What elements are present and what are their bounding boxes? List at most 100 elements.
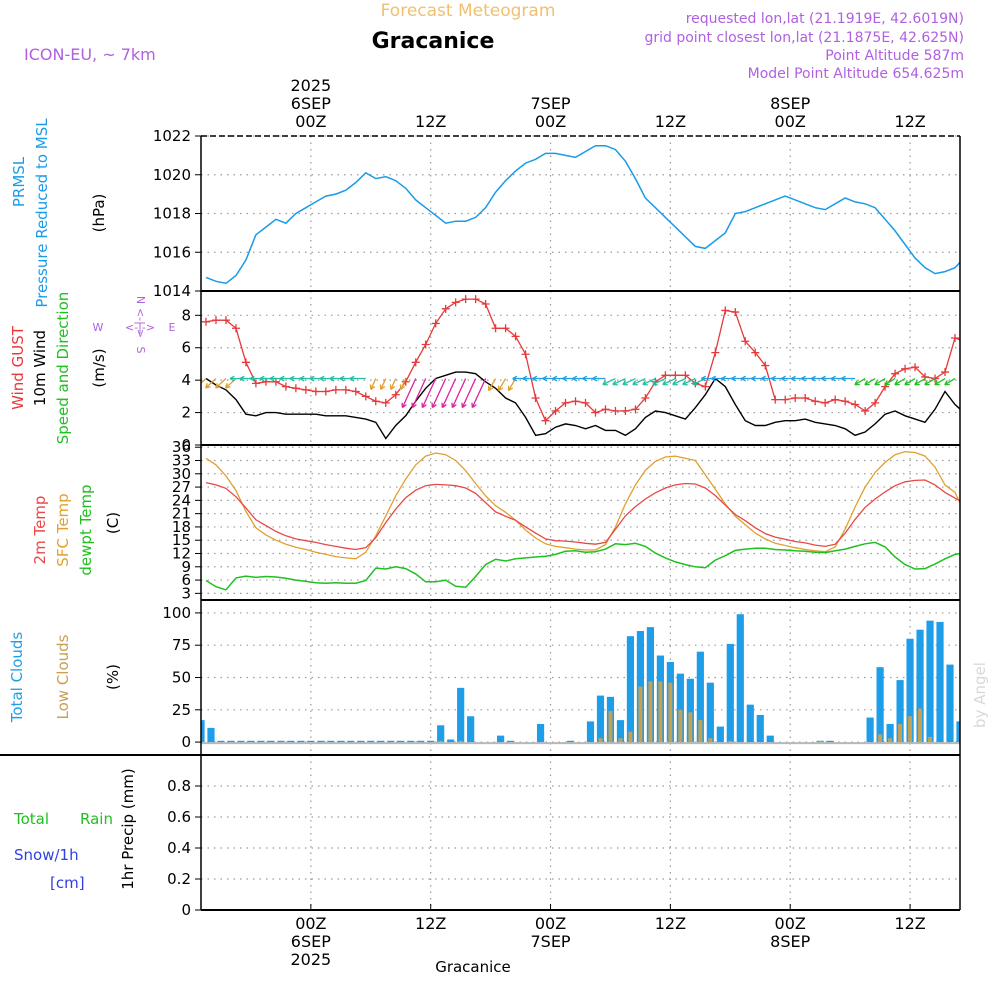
gust-marker	[321, 387, 330, 396]
wind-direction-arrow	[874, 377, 886, 386]
y-tick-label: 0	[181, 733, 191, 751]
total-cloud-bar	[536, 724, 545, 743]
gust-marker	[751, 348, 760, 357]
wind-direction-arrow	[471, 378, 487, 409]
gust-marker	[451, 298, 460, 307]
total-cloud-bar	[726, 643, 734, 743]
y-tick-label: 0.4	[167, 839, 191, 857]
low-cloud-bar	[698, 720, 703, 743]
wind-direction-arrow	[421, 378, 437, 409]
gust-marker	[441, 304, 450, 313]
wind-direction-arrow	[904, 377, 916, 386]
total-cloud-bar	[866, 717, 874, 743]
gust-marker	[461, 295, 470, 304]
low-cloud-bar	[658, 681, 663, 743]
low-cloud-bar	[458, 740, 463, 743]
gust-marker	[491, 324, 500, 333]
total-cloud-bar	[287, 740, 295, 743]
panels: 1014101610181020102202468369121518212427…	[0, 127, 961, 919]
forecast-label: Forecast Meteogram	[381, 1, 556, 21]
gust-marker	[761, 361, 770, 370]
y-tick-label: 4	[181, 371, 191, 389]
total-cloud-bar	[317, 740, 325, 743]
model-altitude: Model Point Altitude 654.625m	[748, 66, 964, 82]
grid-precip: 0 0.2 0.4 0.6 0.8	[167, 755, 960, 919]
wind-direction-arrow	[864, 377, 876, 386]
total-cloud-bar	[307, 740, 315, 743]
panel-pressure: 1014 1016 1018 1020 1022	[153, 127, 960, 300]
chart-frame	[0, 136, 961, 911]
total-cloud-bar	[417, 740, 425, 743]
total-cloud-bar	[826, 740, 834, 743]
total-cloud-bar	[447, 739, 455, 743]
top-time-label: 00Z	[775, 112, 806, 131]
gust-marker	[711, 348, 720, 357]
model-label: ICON-EU, ~ 7km	[24, 45, 156, 64]
grid-pressure: 1014 1016 1018 1020 1022	[153, 127, 960, 300]
wind-direction-arrow	[632, 377, 646, 386]
top-time-label: 00Z	[535, 112, 566, 131]
gust-marker	[371, 397, 380, 406]
gust-marker	[241, 358, 250, 367]
total-cloud-bar	[946, 664, 954, 743]
low-cloud-bar	[898, 724, 903, 743]
top-time-label: 2025	[290, 76, 331, 95]
top-time-label: 6SEP	[291, 94, 331, 113]
total-cloud-bar	[427, 740, 435, 743]
y-tick-label: 1016	[153, 243, 191, 261]
gust-marker	[731, 308, 740, 317]
total-cloud-bar	[201, 720, 205, 743]
total-cloud-bar	[886, 724, 894, 743]
low-clouds-label: Low Clouds	[54, 634, 72, 719]
compass-east: E	[169, 321, 176, 334]
y-tick-label: 0.8	[167, 777, 191, 795]
data-temperature	[205, 450, 960, 591]
gust-marker	[251, 379, 260, 388]
gust-marker	[471, 295, 480, 304]
low-cloud-bar	[638, 686, 643, 743]
wind-direction-arrow	[215, 378, 227, 389]
gust-marker	[901, 364, 910, 373]
panel-wind: 0 2 4 6 8	[181, 290, 960, 454]
panel-precip: 0 0.2 0.4 0.6 0.8	[167, 754, 960, 919]
gust-marker	[921, 372, 930, 381]
total-clouds-label: Total Clouds	[8, 632, 26, 724]
gust-marker	[541, 416, 550, 425]
y-tick-label: 100	[162, 604, 191, 622]
gust-marker	[291, 384, 300, 393]
gust-marker	[311, 387, 320, 396]
wind-direction-arrow	[914, 377, 926, 386]
gust-marker	[211, 316, 220, 325]
wind-direction-arrow	[622, 377, 636, 386]
total-cloud-bar	[387, 740, 395, 743]
total-cloud-bar	[327, 740, 335, 743]
y-tick-label: 21	[172, 505, 191, 523]
total-cloud-bar	[337, 740, 345, 743]
bottom-time-label: 00Z	[775, 914, 806, 933]
total-cloud-bar	[626, 636, 635, 743]
total-cloud-bar	[377, 740, 385, 743]
bottom-time-label: 00Z	[295, 914, 326, 933]
low-cloud-bar	[438, 740, 443, 743]
total-cloud-bar	[676, 673, 684, 743]
gust-marker	[851, 400, 860, 409]
wind-direction-arrow	[401, 378, 417, 409]
grid-clouds: 0 25 50 75 100	[162, 600, 960, 755]
wind-unit: (m/s)	[90, 348, 108, 387]
low-cloud-bar	[908, 716, 913, 743]
gust-marker	[641, 393, 650, 402]
wind-direction-arrow	[612, 377, 626, 386]
total-cloud-bar	[636, 631, 645, 743]
precip-ylabel: 1hr Precip (mm)	[119, 768, 137, 889]
low-cloud-bar	[918, 708, 923, 743]
gust-marker	[781, 395, 790, 404]
total-cloud-bar	[347, 740, 355, 743]
wind-direction-arrow	[854, 377, 866, 386]
dewpt-label: dewpt Temp	[77, 484, 95, 575]
y-tick-label: 0	[181, 901, 191, 919]
point-altitude: Point Altitude 587m	[825, 48, 964, 64]
gust-marker	[871, 398, 880, 407]
total-cloud-bar	[267, 740, 275, 743]
